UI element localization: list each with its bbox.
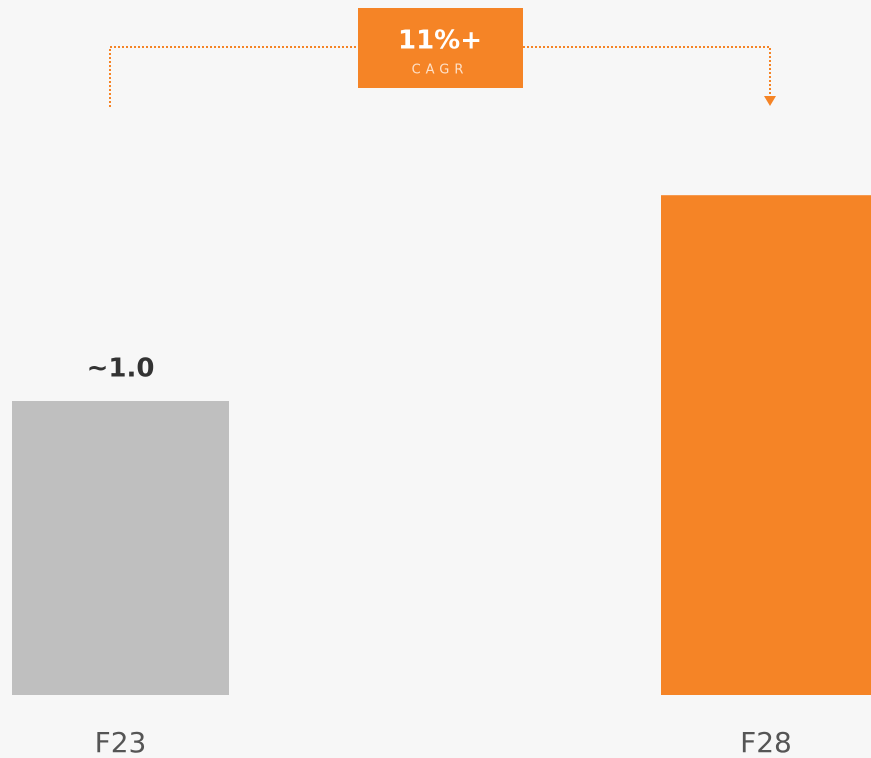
x-tick-label: F28	[740, 726, 792, 758]
bar	[661, 195, 871, 695]
value-label: ~1.0	[87, 354, 155, 384]
cagr-label: CAGR	[412, 63, 469, 78]
cagr-value: 11%+	[398, 26, 482, 56]
cagr-arrowhead	[764, 96, 776, 106]
x-tick-label: F23	[95, 726, 147, 758]
bar	[12, 401, 229, 695]
cagr-box	[358, 8, 523, 88]
cagr-connector	[109, 46, 771, 107]
